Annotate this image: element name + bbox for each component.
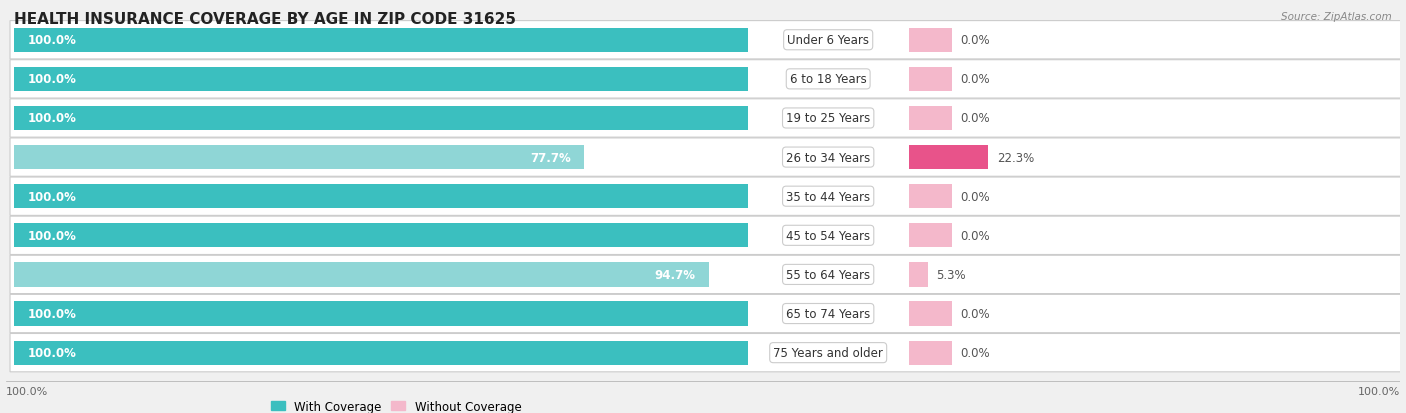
Bar bbox=[14, 146, 585, 170]
Bar bbox=[908, 224, 952, 248]
Text: Source: ZipAtlas.com: Source: ZipAtlas.com bbox=[1281, 12, 1392, 22]
Bar bbox=[908, 185, 952, 209]
Text: 100.0%: 100.0% bbox=[28, 229, 77, 242]
Bar bbox=[908, 146, 988, 170]
Bar bbox=[14, 107, 748, 131]
Text: 100.0%: 100.0% bbox=[1358, 386, 1400, 396]
Text: 35 to 44 Years: 35 to 44 Years bbox=[786, 190, 870, 203]
Text: 100.0%: 100.0% bbox=[6, 386, 48, 396]
Bar bbox=[14, 341, 748, 365]
FancyBboxPatch shape bbox=[10, 139, 1406, 177]
Text: 19 to 25 Years: 19 to 25 Years bbox=[786, 112, 870, 125]
Bar bbox=[14, 68, 748, 92]
FancyBboxPatch shape bbox=[10, 294, 1406, 333]
Bar bbox=[14, 263, 709, 287]
Bar bbox=[14, 185, 748, 209]
Text: 75 Years and older: 75 Years and older bbox=[773, 347, 883, 359]
Text: 0.0%: 0.0% bbox=[960, 112, 990, 125]
Text: 6 to 18 Years: 6 to 18 Years bbox=[790, 73, 866, 86]
Bar bbox=[14, 301, 748, 326]
Text: 0.0%: 0.0% bbox=[960, 34, 990, 47]
Bar bbox=[908, 341, 952, 365]
Text: 0.0%: 0.0% bbox=[960, 190, 990, 203]
Text: 100.0%: 100.0% bbox=[28, 112, 77, 125]
Text: 26 to 34 Years: 26 to 34 Years bbox=[786, 151, 870, 164]
FancyBboxPatch shape bbox=[10, 21, 1406, 60]
FancyBboxPatch shape bbox=[10, 100, 1406, 138]
Text: 5.3%: 5.3% bbox=[936, 268, 966, 281]
Text: Under 6 Years: Under 6 Years bbox=[787, 34, 869, 47]
Text: 0.0%: 0.0% bbox=[960, 73, 990, 86]
Bar bbox=[14, 28, 748, 53]
Bar bbox=[908, 28, 952, 53]
Text: 100.0%: 100.0% bbox=[28, 190, 77, 203]
Text: 100.0%: 100.0% bbox=[28, 347, 77, 359]
Text: 100.0%: 100.0% bbox=[28, 307, 77, 320]
Text: 55 to 64 Years: 55 to 64 Years bbox=[786, 268, 870, 281]
Text: 22.3%: 22.3% bbox=[997, 151, 1035, 164]
Text: 94.7%: 94.7% bbox=[654, 268, 696, 281]
Text: HEALTH INSURANCE COVERAGE BY AGE IN ZIP CODE 31625: HEALTH INSURANCE COVERAGE BY AGE IN ZIP … bbox=[14, 12, 516, 27]
Bar bbox=[908, 68, 952, 92]
Bar bbox=[14, 224, 748, 248]
Bar bbox=[908, 107, 952, 131]
FancyBboxPatch shape bbox=[10, 256, 1406, 294]
FancyBboxPatch shape bbox=[10, 334, 1406, 372]
Text: 77.7%: 77.7% bbox=[530, 151, 571, 164]
Text: 100.0%: 100.0% bbox=[28, 73, 77, 86]
Text: 0.0%: 0.0% bbox=[960, 347, 990, 359]
FancyBboxPatch shape bbox=[10, 61, 1406, 99]
Bar bbox=[908, 263, 928, 287]
FancyBboxPatch shape bbox=[10, 178, 1406, 216]
Text: 0.0%: 0.0% bbox=[960, 307, 990, 320]
Legend: With Coverage, Without Coverage: With Coverage, Without Coverage bbox=[271, 400, 522, 413]
Bar bbox=[908, 301, 952, 326]
Text: 0.0%: 0.0% bbox=[960, 229, 990, 242]
FancyBboxPatch shape bbox=[10, 217, 1406, 255]
Text: 65 to 74 Years: 65 to 74 Years bbox=[786, 307, 870, 320]
Text: 100.0%: 100.0% bbox=[28, 34, 77, 47]
Text: 45 to 54 Years: 45 to 54 Years bbox=[786, 229, 870, 242]
